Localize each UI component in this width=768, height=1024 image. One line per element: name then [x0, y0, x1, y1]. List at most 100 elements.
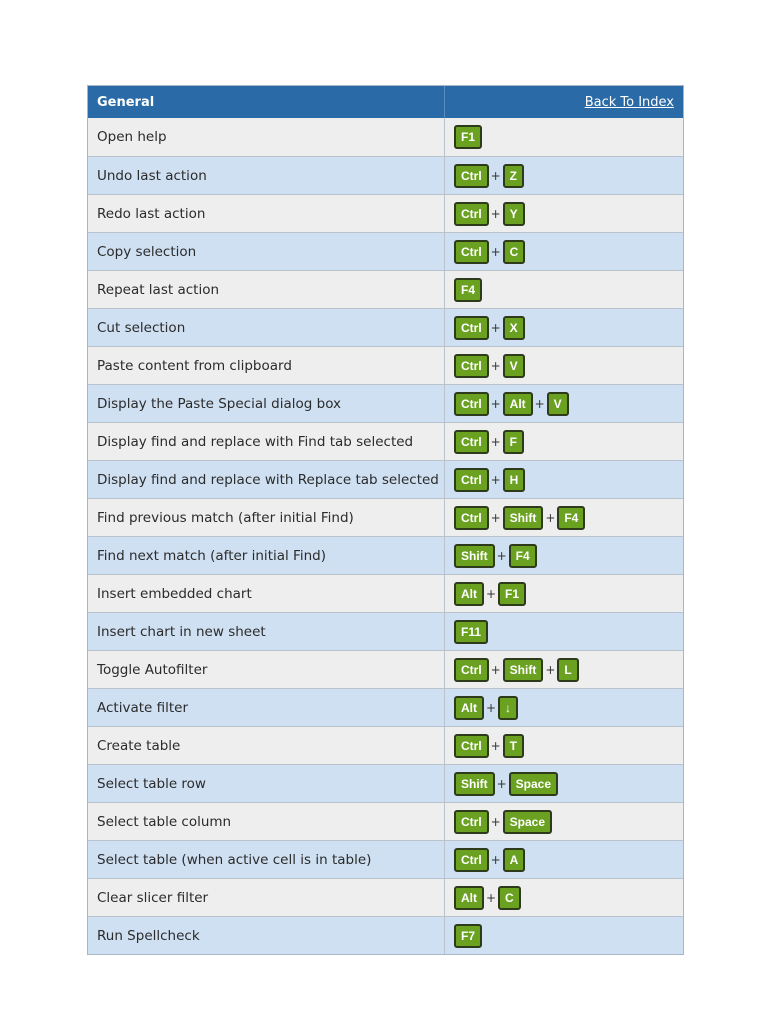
plus-separator: + — [490, 472, 501, 487]
action-label: Run Spellcheck — [88, 917, 445, 954]
key-badge: Ctrl — [454, 201, 489, 226]
plus-separator: + — [485, 700, 497, 715]
shortcut-keys: F1 — [445, 118, 683, 156]
table-row: Open help F1 — [88, 118, 683, 156]
action-label: Display find and replace with Find tab s… — [88, 423, 445, 460]
shortcut-keys: F4 — [445, 271, 683, 308]
key-badge: Shift — [502, 505, 544, 530]
table-row: Display the Paste Special dialog box Ctrl… — [88, 384, 683, 422]
shortcut-keys: Ctrl + T — [445, 727, 683, 764]
shortcut-keys: F11 — [445, 613, 683, 650]
key-badge: L — [557, 657, 579, 682]
action-label: Find next match (after initial Find) — [88, 537, 445, 574]
action-label: Display the Paste Special dialog box — [88, 385, 445, 422]
key-badge: F — [502, 429, 525, 454]
action-label: Select table row — [88, 765, 445, 802]
table-row: Cut selection Ctrl + X — [88, 308, 683, 346]
shortcut-keys: Ctrl + A — [445, 841, 683, 878]
key-badge: Ctrl — [454, 733, 489, 758]
key-badge: V — [546, 391, 569, 416]
shortcut-keys: Shift + F4 — [445, 537, 683, 574]
key-badge: C — [498, 885, 521, 910]
action-label: Clear slicer filter — [88, 879, 445, 916]
action-label: Toggle Autofilter — [88, 651, 445, 688]
action-label: Insert chart in new sheet — [88, 613, 445, 650]
shortcut-keys: Ctrl + X — [445, 309, 683, 346]
key-badge: Alt — [454, 695, 484, 720]
table-row: Find previous match (after initial Find)… — [88, 498, 683, 536]
shortcut-keys: F7 — [445, 917, 683, 954]
action-label: Repeat last action — [88, 271, 445, 308]
table-row: Display find and replace with Find tab s… — [88, 422, 683, 460]
table-row: Repeat last action F4 — [88, 270, 683, 308]
plus-separator: + — [496, 548, 507, 563]
key-badge: Shift — [502, 657, 544, 682]
shortcut-keys: Ctrl + F — [445, 423, 683, 460]
key-badge: T — [502, 733, 525, 758]
shortcut-keys: Ctrl + Z — [445, 157, 683, 194]
shortcut-keys: Alt + F1 — [445, 575, 683, 612]
plus-separator: + — [545, 662, 556, 677]
key-badge: F1 — [498, 581, 527, 606]
action-label: Activate filter — [88, 689, 445, 726]
key-badge: Shift — [454, 543, 495, 568]
key-badge: Ctrl — [454, 391, 489, 416]
section-title: General — [88, 86, 445, 118]
plus-separator: + — [490, 852, 501, 867]
action-label: Undo last action — [88, 157, 445, 194]
table-row: Create table Ctrl + T — [88, 726, 683, 764]
table-row: Redo last action Ctrl + Y — [88, 194, 683, 232]
shortcut-keys: Ctrl + Y — [445, 195, 683, 232]
shortcut-keys: Alt + ↓ — [445, 689, 683, 726]
shortcut-keys: Ctrl + Shift + L — [445, 651, 683, 688]
action-label: Select table column — [88, 803, 445, 840]
key-badge: Space — [502, 809, 553, 834]
key-badge: Ctrl — [454, 467, 489, 492]
key-badge: F11 — [454, 619, 489, 644]
key-badge: Z — [502, 163, 525, 188]
table-row: Select table column Ctrl + Space — [88, 802, 683, 840]
table-row: Toggle Autofilter Ctrl + Shift + L — [88, 650, 683, 688]
key-badge: Ctrl — [454, 657, 489, 682]
key-badge: H — [502, 467, 526, 492]
key-badge: F4 — [508, 543, 537, 568]
shortcut-keys: Ctrl + H — [445, 461, 683, 498]
plus-separator: + — [490, 738, 501, 753]
shortcut-keys: Ctrl + Shift + F4 — [445, 499, 683, 536]
plus-separator: + — [485, 890, 497, 905]
table-row: Clear slicer filter Alt + C — [88, 878, 683, 916]
action-label: Open help — [88, 118, 445, 156]
table-row: Run Spellcheck F7 — [88, 916, 683, 954]
key-badge: F4 — [557, 505, 586, 530]
plus-separator: + — [490, 320, 501, 335]
plus-separator: + — [490, 358, 501, 373]
key-badge: ↓ — [498, 695, 518, 720]
plus-separator: + — [490, 510, 501, 525]
back-to-index-link[interactable]: Back To Index — [584, 94, 674, 110]
shortcut-keys: Shift + Space — [445, 765, 683, 802]
key-badge: Shift — [454, 771, 495, 796]
action-label: Insert embedded chart — [88, 575, 445, 612]
key-badge: Ctrl — [454, 429, 489, 454]
table-row: Find next match (after initial Find) Shif… — [88, 536, 683, 574]
key-badge: Space — [508, 771, 559, 796]
table-header: General Back To Index — [88, 86, 683, 118]
key-badge: Y — [502, 201, 525, 226]
action-label: Select table (when active cell is in tab… — [88, 841, 445, 878]
action-label: Find previous match (after initial Find) — [88, 499, 445, 536]
key-badge: Alt — [454, 885, 484, 910]
key-badge: Ctrl — [454, 847, 489, 872]
plus-separator: + — [496, 776, 507, 791]
shortcut-table: General Back To Index Open help F1 Undo la… — [87, 85, 684, 955]
shortcut-keys: Ctrl + V — [445, 347, 683, 384]
plus-separator: + — [490, 244, 501, 259]
action-label: Paste content from clipboard — [88, 347, 445, 384]
shortcut-keys: Ctrl + C — [445, 233, 683, 270]
table-row: Undo last action Ctrl + Z — [88, 156, 683, 194]
plus-separator: + — [545, 510, 556, 525]
key-badge: Ctrl — [454, 315, 489, 340]
table-row: Select table row Shift + Space — [88, 764, 683, 802]
action-label: Copy selection — [88, 233, 445, 270]
table-row: Activate filter Alt + ↓ — [88, 688, 683, 726]
action-label: Display find and replace with Replace ta… — [88, 461, 445, 498]
